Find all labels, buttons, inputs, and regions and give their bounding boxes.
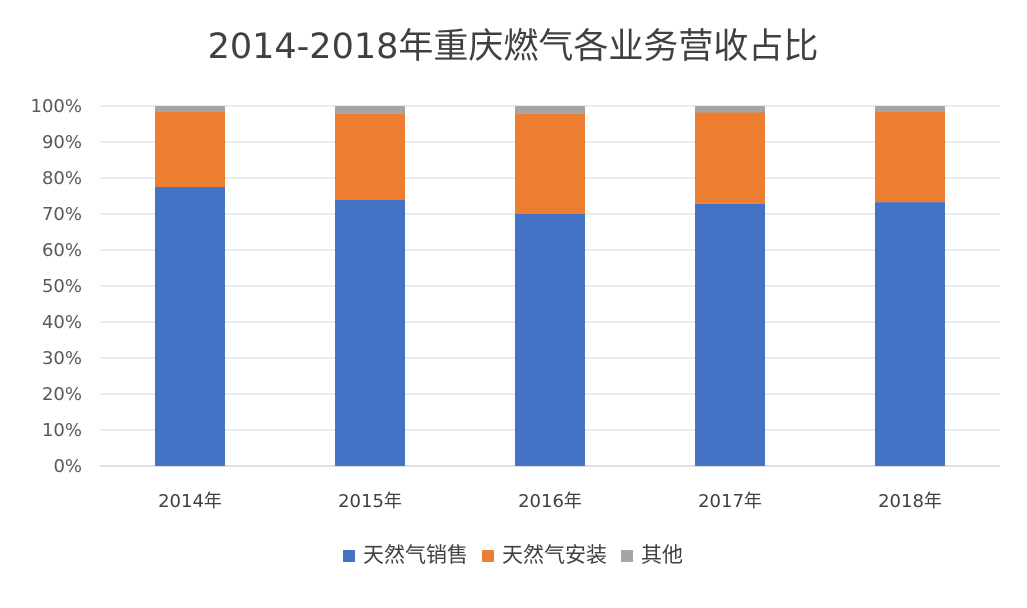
bar-segment (155, 106, 225, 112)
legend-item: 其他 (621, 543, 683, 567)
bar-segment (695, 203, 765, 467)
legend-swatch (343, 550, 355, 562)
bar-segment (155, 187, 225, 466)
bar-segment (875, 106, 945, 112)
y-tick-label: 0% (53, 456, 82, 477)
legend-swatch (482, 550, 494, 562)
y-axis-ticks: 0% 10% 20% 30% 40% 50% 60% 70% 80% 90% 100% (31, 96, 82, 477)
legend-item: 天然气销售 (343, 543, 468, 567)
y-tick-label: 80% (42, 168, 82, 189)
legend-item: 天然气安装 (482, 543, 607, 567)
x-category-label: 2015年 (338, 491, 402, 512)
bar-segment (695, 112, 765, 204)
y-tick-label: 20% (42, 384, 82, 405)
bar-segment (335, 106, 405, 114)
bar-segment (875, 111, 945, 203)
x-category-label: 2016年 (518, 491, 582, 512)
y-tick-label: 70% (42, 204, 82, 225)
legend-label: 天然气安装 (502, 543, 607, 567)
y-tick-label: 10% (42, 420, 82, 441)
bar-segment (515, 106, 585, 114)
bar-segment (335, 199, 405, 466)
x-category-label: 2017年 (698, 491, 762, 512)
bars (155, 106, 945, 467)
chart-title: 2014-2018年重庆燃气各业务营收占比 (208, 27, 819, 67)
x-axis-categories: 2014年 2015年 2016年 2017年 2018年 (158, 491, 942, 512)
bar-segment (515, 113, 585, 214)
bar-segment (515, 214, 585, 466)
bar-segment (155, 111, 225, 187)
legend-label: 天然气销售 (363, 543, 468, 567)
legend-swatch (621, 550, 633, 562)
x-category-label: 2014年 (158, 491, 222, 512)
y-tick-label: 60% (42, 240, 82, 261)
x-category-label: 2018年 (878, 491, 942, 512)
y-tick-label: 50% (42, 276, 82, 297)
bar-segment (695, 106, 765, 113)
y-tick-label: 30% (42, 348, 82, 369)
y-tick-label: 100% (31, 96, 82, 117)
bar-segment (875, 202, 945, 466)
bar-segment (335, 113, 405, 200)
legend: 天然气销售 天然气安装 其他 (343, 543, 683, 567)
legend-label: 其他 (641, 543, 683, 567)
y-tick-label: 40% (42, 312, 82, 333)
y-tick-label: 90% (42, 132, 82, 153)
